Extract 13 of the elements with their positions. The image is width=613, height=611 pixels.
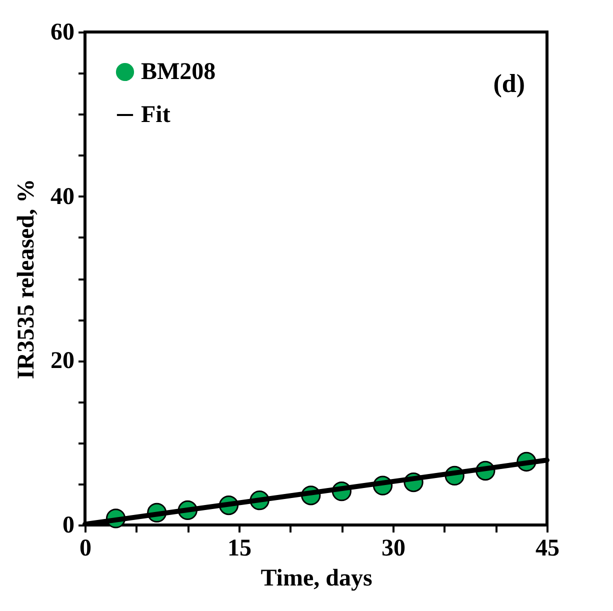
x-tick-label: 0 (80, 536, 92, 562)
y-tick-label: 40 (50, 184, 74, 210)
y-tick-label: 0 (62, 512, 74, 538)
y-tick-label: 20 (50, 348, 74, 374)
y-axis-title: IR3535 released, % (14, 178, 40, 380)
x-tick-label: 45 (536, 536, 560, 562)
y-tick-label: 60 (50, 20, 74, 46)
annotation: (d) (493, 69, 525, 98)
x-tick-label: 15 (228, 536, 252, 562)
legend-label: Fit (141, 102, 170, 128)
x-axis-title: Time, days (260, 566, 372, 592)
x-tick-label: 30 (382, 536, 406, 562)
legend-label: BM208 (141, 59, 216, 85)
